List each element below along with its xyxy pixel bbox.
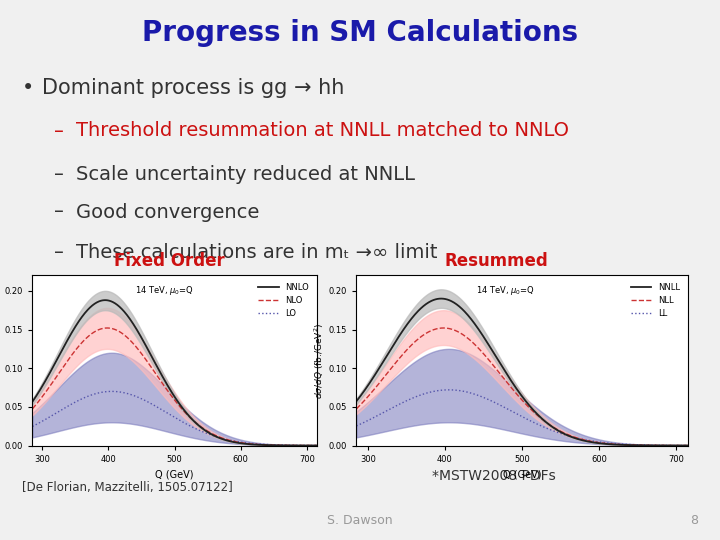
Text: –: –: [54, 165, 64, 184]
Text: Fixed Order: Fixed Order: [114, 252, 225, 270]
Text: Good convergence: Good convergence: [76, 202, 259, 221]
Text: –: –: [54, 202, 64, 221]
Text: Scale uncertainty reduced at NNLL: Scale uncertainty reduced at NNLL: [76, 165, 415, 184]
Text: –: –: [54, 243, 64, 262]
Y-axis label: $d\sigma/dQ$ (fb./GeV$^2$): $d\sigma/dQ$ (fb./GeV$^2$): [0, 322, 2, 399]
Text: These calculations are in mₜ →∞ limit: These calculations are in mₜ →∞ limit: [76, 243, 437, 262]
Text: Progress in SM Calculations: Progress in SM Calculations: [142, 19, 578, 47]
Text: 14 TeV, $\mu_0$=Q: 14 TeV, $\mu_0$=Q: [135, 284, 194, 297]
Text: –: –: [54, 122, 64, 140]
X-axis label: Q (GeV): Q (GeV): [503, 469, 541, 479]
Text: 8: 8: [690, 514, 698, 526]
Legend: NNLL, NLL, LL: NNLL, NLL, LL: [627, 280, 683, 321]
Text: *MSTW2008 PDFs: *MSTW2008 PDFs: [432, 469, 556, 483]
Text: Threshold resummation at NNLL matched to NNLO: Threshold resummation at NNLL matched to…: [76, 122, 569, 140]
Text: Dominant process is gg → hh: Dominant process is gg → hh: [42, 78, 344, 98]
Text: S. Dawson: S. Dawson: [327, 514, 393, 526]
Text: Resummed: Resummed: [445, 252, 549, 270]
Text: [De Florian, Mazzitelli, 1505.07122]: [De Florian, Mazzitelli, 1505.07122]: [22, 481, 233, 494]
Text: 14 TeV, $\mu_0$=Q: 14 TeV, $\mu_0$=Q: [476, 284, 535, 297]
Legend: NNLO, NLO, LO: NNLO, NLO, LO: [255, 280, 312, 321]
Text: •: •: [22, 78, 34, 98]
X-axis label: Q (GeV): Q (GeV): [156, 469, 194, 479]
Y-axis label: $d\sigma/dQ$ (fb./GeV$^2$): $d\sigma/dQ$ (fb./GeV$^2$): [312, 322, 326, 399]
